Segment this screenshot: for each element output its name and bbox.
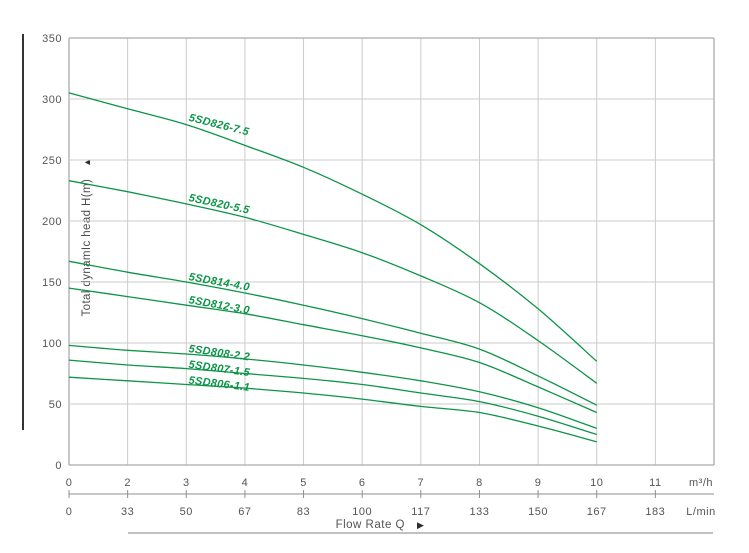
y-tick-label: 350 [42, 33, 62, 45]
curve-label-5SD820-5.5: 5SD820-5.5 [188, 192, 251, 217]
x-tick-label-m3h: 5 [300, 477, 307, 489]
x-tick-label-m3h: 8 [476, 477, 483, 489]
curve-5SD808-2.2 [68, 344, 597, 430]
curve-5SD807-1.5 [68, 359, 597, 436]
x-tick-label-lmin: 117 [411, 506, 430, 518]
x-tick-label-m3h: 10 [590, 477, 603, 489]
x-tick-label-lmin: 167 [587, 506, 607, 518]
curve-5SD826-7.5 [68, 92, 598, 362]
curve-5SD806-1.1 [68, 376, 597, 443]
x-tick-label-lmin: 83 [297, 506, 310, 518]
y-tick-label: 150 [42, 277, 62, 289]
x-tick-label-m3h: 9 [535, 477, 542, 489]
x-tick-label-lmin: 0 [66, 506, 73, 518]
x-tick-label-m3h: 4 [242, 477, 249, 489]
x-tick-label-m3h: 11 [649, 477, 661, 489]
y-tick-label: 50 [49, 399, 62, 411]
y-tick-label: 0 [55, 460, 62, 472]
y-axis-accent-line [22, 34, 24, 430]
y-tick-label: 100 [42, 338, 62, 350]
y-tick-label: 250 [42, 155, 62, 167]
curve-label-5SD826-7.5: 5SD826-7.5 [188, 112, 251, 139]
x-tick-label-m3h: 2 [124, 477, 131, 489]
x-axis-title: Flow Rate Q ▶ [336, 519, 425, 531]
x-tick-label-lmin: 150 [528, 506, 548, 518]
x-unit-m3h: m³/h [689, 477, 713, 489]
x-tick-label-lmin: 33 [121, 506, 134, 518]
y-tick-label: 200 [42, 216, 62, 228]
x-tick-label-lmin: 67 [238, 506, 251, 518]
curve-5SD812-3.0 [68, 287, 597, 414]
curve-label-5SD812-3.0: 5SD812-3.0 [188, 294, 251, 317]
x-tick-label-lmin: 100 [352, 506, 372, 518]
x-tick-label-lmin: 183 [645, 506, 665, 518]
curve-label-5SD814-4.0: 5SD814-4.0 [188, 271, 251, 294]
x-tick-label-lmin: 50 [180, 506, 193, 518]
x-tick-label-m3h: 3 [183, 477, 190, 489]
x-tick-label-m3h: 0 [66, 477, 73, 489]
x-unit-lmin: L/min [686, 506, 715, 518]
curve-5SD814-4.0 [68, 260, 597, 406]
curve-5SD820-5.5 [68, 180, 598, 384]
x-tick-label-lmin: 133 [470, 506, 490, 518]
x-tick-label-m3h: 7 [418, 477, 425, 489]
y-tick-label: 300 [42, 94, 62, 106]
x-tick-label-m3h: 6 [359, 477, 366, 489]
right-arrow-icon: ▶ [417, 520, 424, 530]
